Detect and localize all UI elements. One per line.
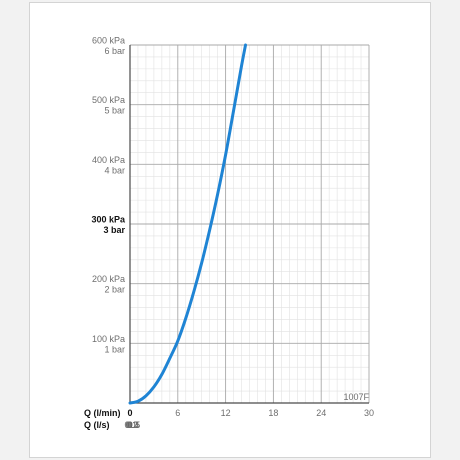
y-tick-label-bar: 1 bar [104, 344, 125, 354]
x-tick-label-1: 0.2 [125, 420, 138, 430]
chart-sheet [29, 2, 431, 458]
y-tick-label-kpa: 400 kPa [92, 155, 125, 165]
y-tick-label-bar: 4 bar [104, 165, 125, 175]
x-tick-label-1: 0 [127, 420, 132, 430]
axes [129, 45, 369, 404]
x-tick-label-1: 0.3 [126, 420, 139, 430]
x-axis-name-ls: Q (l/s) [84, 420, 110, 430]
x-tick-label-0: 12 [221, 408, 231, 418]
x-tick-label-0: 6 [175, 408, 180, 418]
x-tick-label-0: 18 [268, 408, 278, 418]
y-tick-label-bar: 5 bar [104, 106, 125, 116]
series-line-0 [128, 43, 248, 405]
major-grid [130, 44, 370, 403]
x-tick-label-1: 0.1 [125, 420, 138, 430]
y-tick-label-bar: 2 bar [104, 285, 125, 295]
x-tick-label-0: 0 [127, 408, 132, 418]
y-tick-label-bar: 6 bar [104, 46, 125, 56]
x-tick-label-0: 24 [316, 408, 326, 418]
y-tick-label-kpa: 300 kPa [91, 215, 126, 225]
y-tick-label-kpa: 200 kPa [92, 274, 125, 284]
x-tick-label-1: 0.5 [128, 420, 141, 430]
y-tick-label-kpa: 500 kPa [92, 95, 125, 105]
y-tick-label-kpa: 600 kPa [92, 36, 125, 46]
y-tick-label-bar: 3 bar [103, 225, 125, 235]
chart-code: 1007F [343, 392, 369, 402]
x-tick-label-0: 30 [364, 408, 374, 418]
series-layer [128, 43, 248, 405]
x-tick-label-1: 0.4 [127, 420, 140, 430]
y-tick-label-kpa: 100 kPa [92, 334, 125, 344]
x-axis-name-lpm: Q (l/min) [84, 408, 121, 418]
